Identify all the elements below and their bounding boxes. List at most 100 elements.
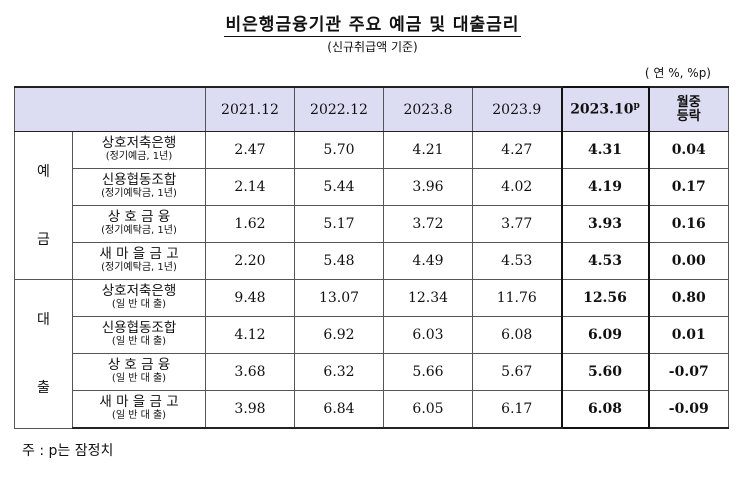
monthly-change: -0.07 — [648, 353, 729, 391]
header-blank — [14, 86, 206, 132]
table-row: 신용협동조합 (일 반 대 출) 4.12 6.92 6.03 6.08 6.09 0.01 — [15, 316, 729, 354]
rate-cell: 4.12 — [205, 316, 295, 354]
table-row: 상 호 금 융 (일 반 대 출) 3.68 6.32 5.66 5.67 5.60 -0.0… — [15, 353, 729, 391]
rate-cell: 4.21 — [383, 131, 473, 169]
rate-cell: 4.02 — [472, 168, 562, 206]
monthly-change: -0.09 — [648, 390, 729, 429]
header-row: 2021.12 2022.12 2023.8 2023.9 2023.10p 월… — [14, 86, 729, 132]
rate-cell: 3.96 — [383, 168, 473, 206]
institution-product: (정기예탁금, 1년) — [101, 225, 177, 236]
rate-cell: 2.20 — [205, 242, 295, 280]
institution-cell: 상 호 금 융 (일 반 대 출) — [72, 353, 206, 391]
rate-cell: 6.17 — [472, 390, 562, 429]
institution-product: (일 반 대 출) — [111, 373, 167, 384]
rate-cell: 5.70 — [294, 131, 384, 169]
rate-cell: 3.68 — [205, 353, 295, 391]
monthly-change: 0.80 — [648, 279, 729, 317]
header-col-2023-9: 2023.9 — [472, 86, 562, 132]
table-subtitle: (신규취급액 기준) — [327, 40, 418, 54]
rate-cell: 5.44 — [294, 168, 384, 206]
rate-cell: 2.47 — [205, 131, 295, 169]
rate-2023-10p: 6.08 — [560, 390, 650, 429]
rate-2023-10p: 4.19 — [560, 168, 650, 206]
rate-cell: 13.07 — [294, 279, 384, 317]
rate-cell: 4.27 — [472, 131, 562, 169]
institution-name: 상호저축은행 — [101, 135, 177, 151]
monthly-change: 0.16 — [648, 205, 729, 243]
institution-name: 새 마 을 금 고 — [99, 246, 179, 262]
header-col-2023-10p: 2023.10p — [560, 86, 650, 132]
rate-cell: 9.48 — [205, 279, 295, 317]
institution-name: 신용협동조합 — [101, 320, 177, 336]
rate-2023-10p: 3.93 — [560, 205, 650, 243]
institution-name: 상호저축은행 — [101, 283, 177, 299]
rates-table: 2021.12 2022.12 2023.8 2023.9 2023.10p 월… — [14, 86, 729, 429]
rate-2023-10p: 6.09 — [560, 316, 650, 354]
institution-cell: 신용협동조합 (일 반 대 출) — [72, 316, 206, 354]
table-row: 새 마 을 금 고 (정기예탁금, 1년) 2.20 5.48 4.49 4.53 4.53… — [15, 242, 729, 280]
monthly-change: 0.00 — [648, 242, 729, 280]
rate-cell: 12.34 — [383, 279, 473, 317]
header-col-2023-10-text: 2023.10 — [570, 101, 634, 118]
table-body: 예 금 상호저축은행 (정기예금, 1년) 2.47 5.70 4.21 4.27 4.31 0.… — [14, 131, 729, 429]
rate-cell: 5.66 — [383, 353, 473, 391]
monthly-change: 0.04 — [648, 131, 729, 169]
monthly-change: 0.01 — [648, 316, 729, 354]
institution-product: (정기예금, 1년) — [105, 151, 173, 162]
institution-cell: 상호저축은행 (일 반 대 출) — [72, 279, 206, 317]
institution-name: 새 마 을 금 고 — [99, 394, 179, 410]
rate-cell: 6.92 — [294, 316, 384, 354]
rate-cell: 6.05 — [383, 390, 473, 429]
unit-label: ( 연 %, %p) — [644, 66, 711, 80]
institution-cell: 새 마 을 금 고 (일 반 대 출) — [72, 390, 206, 429]
rate-2023-10p: 12.56 — [560, 279, 650, 317]
table-title: 비은행금융기관 주요 예금 및 대출금리 — [0, 10, 745, 37]
header-col-2021-12: 2021.12 — [205, 86, 295, 132]
rate-cell: 6.03 — [383, 316, 473, 354]
header-col-2023-8: 2023.8 — [383, 86, 473, 132]
rate-cell: 2.14 — [205, 168, 295, 206]
rate-cell: 3.98 — [205, 390, 295, 429]
rate-cell: 4.53 — [472, 242, 562, 280]
institution-cell: 신용협동조합 (정기예탁금, 1년) — [72, 168, 206, 206]
institution-product: (일 반 대 출) — [111, 336, 167, 347]
institution-name: 신용협동조합 — [101, 172, 177, 188]
change-line2: 등락 — [676, 108, 701, 124]
rate-cell: 11.76 — [472, 279, 562, 317]
institution-product: (일 반 대 출) — [111, 299, 167, 310]
rate-cell: 5.67 — [472, 353, 562, 391]
table-row: 신용협동조합 (정기예탁금, 1년) 2.14 5.44 3.96 4.02 4.19 0.1… — [15, 168, 729, 206]
rate-cell: 3.77 — [472, 205, 562, 243]
rate-cell: 3.72 — [383, 205, 473, 243]
institution-name: 상 호 금 융 — [107, 357, 171, 373]
institution-cell: 상호저축은행 (정기예금, 1년) — [72, 131, 206, 169]
rate-cell: 1.62 — [205, 205, 295, 243]
table-row: 대 출 상호저축은행 (일 반 대 출) 9.48 13.07 12.34 11.76 12.5… — [14, 279, 729, 429]
rate-cell: 6.32 — [294, 353, 384, 391]
change-line1: 월중 — [676, 94, 701, 110]
institution-name: 상 호 금 융 — [107, 209, 171, 225]
monthly-change: 0.17 — [648, 168, 729, 206]
rate-cell: 6.84 — [294, 390, 384, 429]
rate-cell: 4.49 — [383, 242, 473, 280]
table-row: 상 호 금 융 (정기예탁금, 1년) 1.62 5.17 3.72 3.77 3.93 0.… — [15, 205, 729, 243]
table-title-text: 비은행금융기관 주요 예금 및 대출금리 — [223, 15, 522, 37]
institution-product: (정기예탁금, 1년) — [101, 188, 177, 199]
rate-2023-10p: 5.60 — [560, 353, 650, 391]
rate-cell: 6.08 — [472, 316, 562, 354]
table-row: 새 마 을 금 고 (일 반 대 출) 3.98 6.84 6.05 6.17 6.08 -0… — [15, 390, 729, 429]
table-row: 예 금 상호저축은행 (정기예금, 1년) 2.47 5.70 4.21 4.27 4.31 0.… — [14, 131, 729, 280]
rate-cell: 5.17 — [294, 205, 384, 243]
header-col-2022-12: 2022.12 — [294, 86, 384, 132]
institution-cell: 상 호 금 융 (정기예탁금, 1년) — [72, 205, 206, 243]
header-col-monthly-change: 월중 등락 — [648, 86, 729, 132]
provisional-mark: p — [633, 101, 640, 112]
institution-product: (정기예탁금, 1년) — [101, 262, 177, 273]
institution-cell: 새 마 을 금 고 (정기예탁금, 1년) — [72, 242, 206, 280]
rate-cell: 5.48 — [294, 242, 384, 280]
rate-2023-10p: 4.31 — [560, 131, 650, 169]
rate-2023-10p: 4.53 — [560, 242, 650, 280]
institution-product: (일 반 대 출) — [111, 410, 167, 421]
